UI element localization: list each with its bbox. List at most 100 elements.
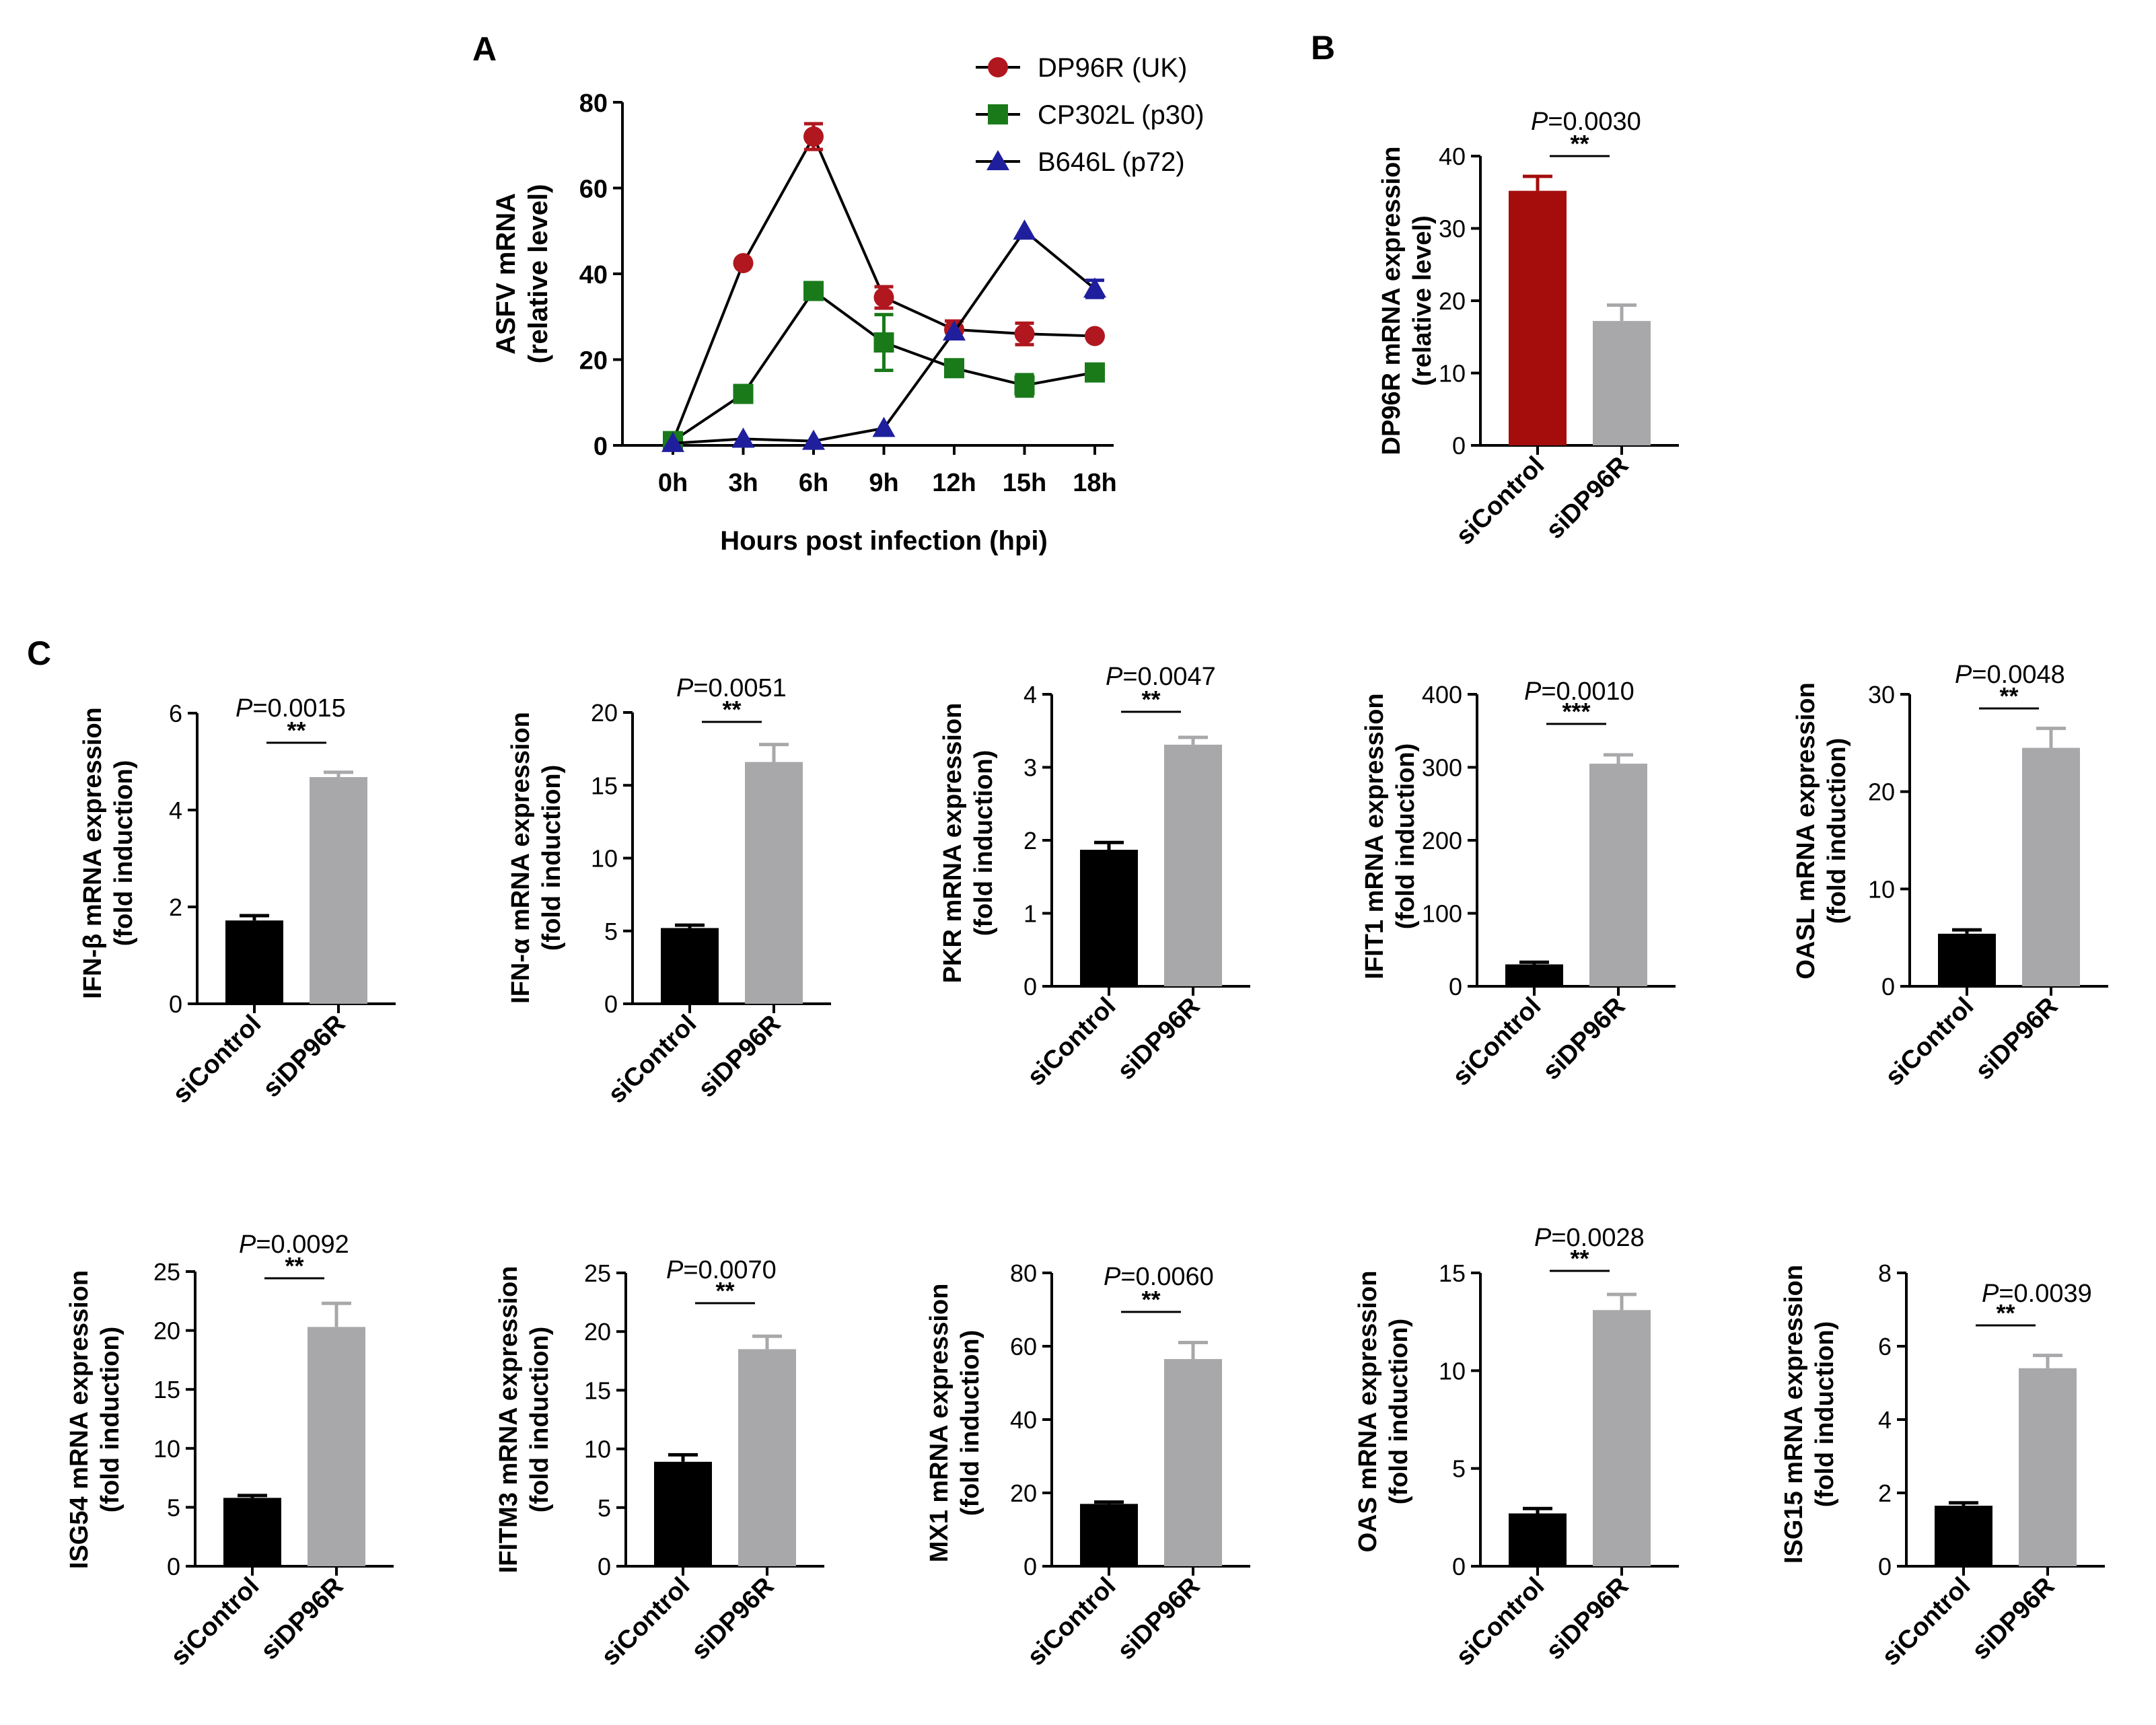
p-value-label: P=0.0010 [1524, 677, 1634, 706]
p-value-label: P=0.0048 [1955, 661, 2065, 689]
y-tick-label: 300 [1422, 754, 1462, 782]
x-tick-label: siControl [1022, 992, 1122, 1092]
legend-marker [988, 57, 1008, 77]
x-tick-label-group: siControl [1022, 992, 1122, 1092]
bar-sicontrol [1938, 933, 1996, 986]
panel-label-c: C [27, 634, 51, 672]
x-tick-label-group: siControl [1451, 451, 1550, 551]
y-axis-title-line1: IFITM3 mRNA expression [495, 1266, 523, 1574]
significance-stars: *** [1562, 698, 1590, 725]
x-tick-label-group: siDP96R [693, 1010, 787, 1103]
y-tick-label: 400 [1422, 681, 1462, 708]
bar-sicontrol [1509, 190, 1567, 445]
bar-sidp96r [2022, 747, 2080, 986]
x-tick-label: 9h [869, 469, 898, 497]
y-tick-label: 15 [591, 772, 618, 799]
bar-sicontrol [225, 920, 283, 1004]
y-axis-title-line1: ISG15 mRNA expression [1780, 1265, 1808, 1564]
panel-label-b: B [1311, 29, 1335, 67]
x-tick-label-group: siDP96R [1967, 1572, 2060, 1666]
y-axis-title-line2: (fold induction) [110, 760, 138, 946]
legend-label: CP302L (p30) [1038, 100, 1205, 130]
x-tick-label: siControl [596, 1572, 696, 1672]
x-tick-label-group: siDP96R [1541, 451, 1634, 545]
y-tick-label: 8 [1878, 1259, 1892, 1287]
y-axis-title-line2: (fold induction) [96, 1327, 124, 1512]
y-axis-title-line1: IFN-β mRNA expression [79, 707, 107, 999]
y-tick-label: 2 [169, 893, 182, 921]
x-tick-label: siDP96R [686, 1572, 780, 1666]
significance-stars: ** [1570, 1245, 1589, 1272]
x-tick-label: siDP96R [256, 1572, 349, 1666]
bar-sidp96r [308, 1327, 365, 1566]
bar-sidp96r [745, 762, 803, 1004]
x-tick-label-group: siDP96R [1112, 1572, 1206, 1666]
y-axis-title: DP96R mRNA expression (relative level) [1377, 147, 1437, 455]
data-point [1083, 277, 1106, 298]
x-tick-label: siDP96R [1541, 451, 1634, 545]
data-point [1014, 324, 1035, 344]
x-tick-label-group: siControl [1877, 1572, 1976, 1672]
x-tick-label-group: siDP96R [686, 1572, 780, 1666]
x-tick-label-group: siControl [1447, 992, 1547, 1092]
x-tick-label-group: siDP96R [1538, 992, 1631, 1086]
legend-label: B646L (p72) [1038, 147, 1185, 177]
y-axis-title-line1: DP96R mRNA expression [1377, 147, 1406, 455]
x-tick-label: siControl [1451, 1572, 1550, 1672]
significance-stars: ** [1999, 682, 2018, 710]
data-point [803, 281, 824, 301]
bar-sicontrol [1080, 850, 1138, 986]
y-tick-label: 10 [1439, 360, 1466, 388]
y-tick-label: 10 [584, 1436, 611, 1463]
y-tick-label: 4 [169, 797, 182, 824]
p-value-label: P=0.0015 [236, 694, 346, 723]
data-point [873, 287, 894, 308]
y-axis-title-line2: (fold induction) [1823, 738, 1851, 924]
y-axis-title-line2: (fold induction) [538, 765, 566, 951]
bar-sidp96r [1593, 321, 1651, 445]
y-tick-label: 5 [598, 1494, 611, 1522]
bar-sicontrol [1509, 1513, 1567, 1566]
bar-sidp96r [1593, 1310, 1651, 1566]
y-axis-title: OASL mRNA expression (fold induction) [1792, 682, 1851, 979]
x-tick-label-group: siDP96R [256, 1572, 349, 1666]
y-tick-label: 15 [1439, 1259, 1466, 1287]
bar-sicontrol [1935, 1506, 1992, 1566]
bar-sicontrol [661, 928, 719, 1004]
y-tick-label: 30 [1868, 681, 1895, 708]
chart-a: 0 20 40 60 80 0h 3h 6h 9h 12h 15h 18h Hours post inf… [491, 53, 1205, 556]
x-tick-label: 6h [799, 469, 828, 497]
data-point [943, 320, 966, 341]
y-tick-label: 10 [591, 845, 618, 873]
y-tick-label: 0 [1452, 432, 1466, 460]
p-value-label: P=0.0092 [239, 1231, 349, 1259]
y-tick-label: 6 [1878, 1333, 1892, 1360]
y-tick-label: 100 [1422, 900, 1462, 928]
significance-stars: ** [285, 1252, 303, 1280]
bar-sidp96r [2019, 1368, 2077, 1566]
y-tick-label: 5 [604, 918, 618, 945]
x-tick-label: siDP96R [1538, 992, 1631, 1086]
y-axis-title-line2: (fold induction) [956, 1330, 984, 1516]
y-axis-title: MX1 mRNA expression (fold induction) [925, 1284, 984, 1563]
x-tick-label: 3h [728, 469, 758, 497]
x-tick-label: siDP96R [693, 1010, 787, 1103]
y-tick-label: 10 [1868, 875, 1895, 903]
y-tick-label: 20 [579, 347, 608, 375]
p-value-label: P=0.0030 [1531, 108, 1641, 136]
y-tick-label: 0 [1881, 973, 1895, 1000]
y-tick-label: 200 [1422, 827, 1462, 854]
y-axis-title: IFN-α mRNA expression (fold induction) [507, 712, 566, 1004]
y-axis-title: ISG54 mRNA expression (fold induction) [65, 1270, 124, 1569]
bar-sicontrol [1505, 964, 1563, 986]
x-tick-label: siControl [1022, 1572, 1122, 1672]
y-axis-title-line1: ASFV mRNA [491, 193, 521, 355]
y-axis-title: OAS mRNA expression (fold induction) [1354, 1271, 1413, 1553]
bar-sicontrol [654, 1461, 712, 1566]
y-tick-label: 5 [167, 1494, 180, 1521]
